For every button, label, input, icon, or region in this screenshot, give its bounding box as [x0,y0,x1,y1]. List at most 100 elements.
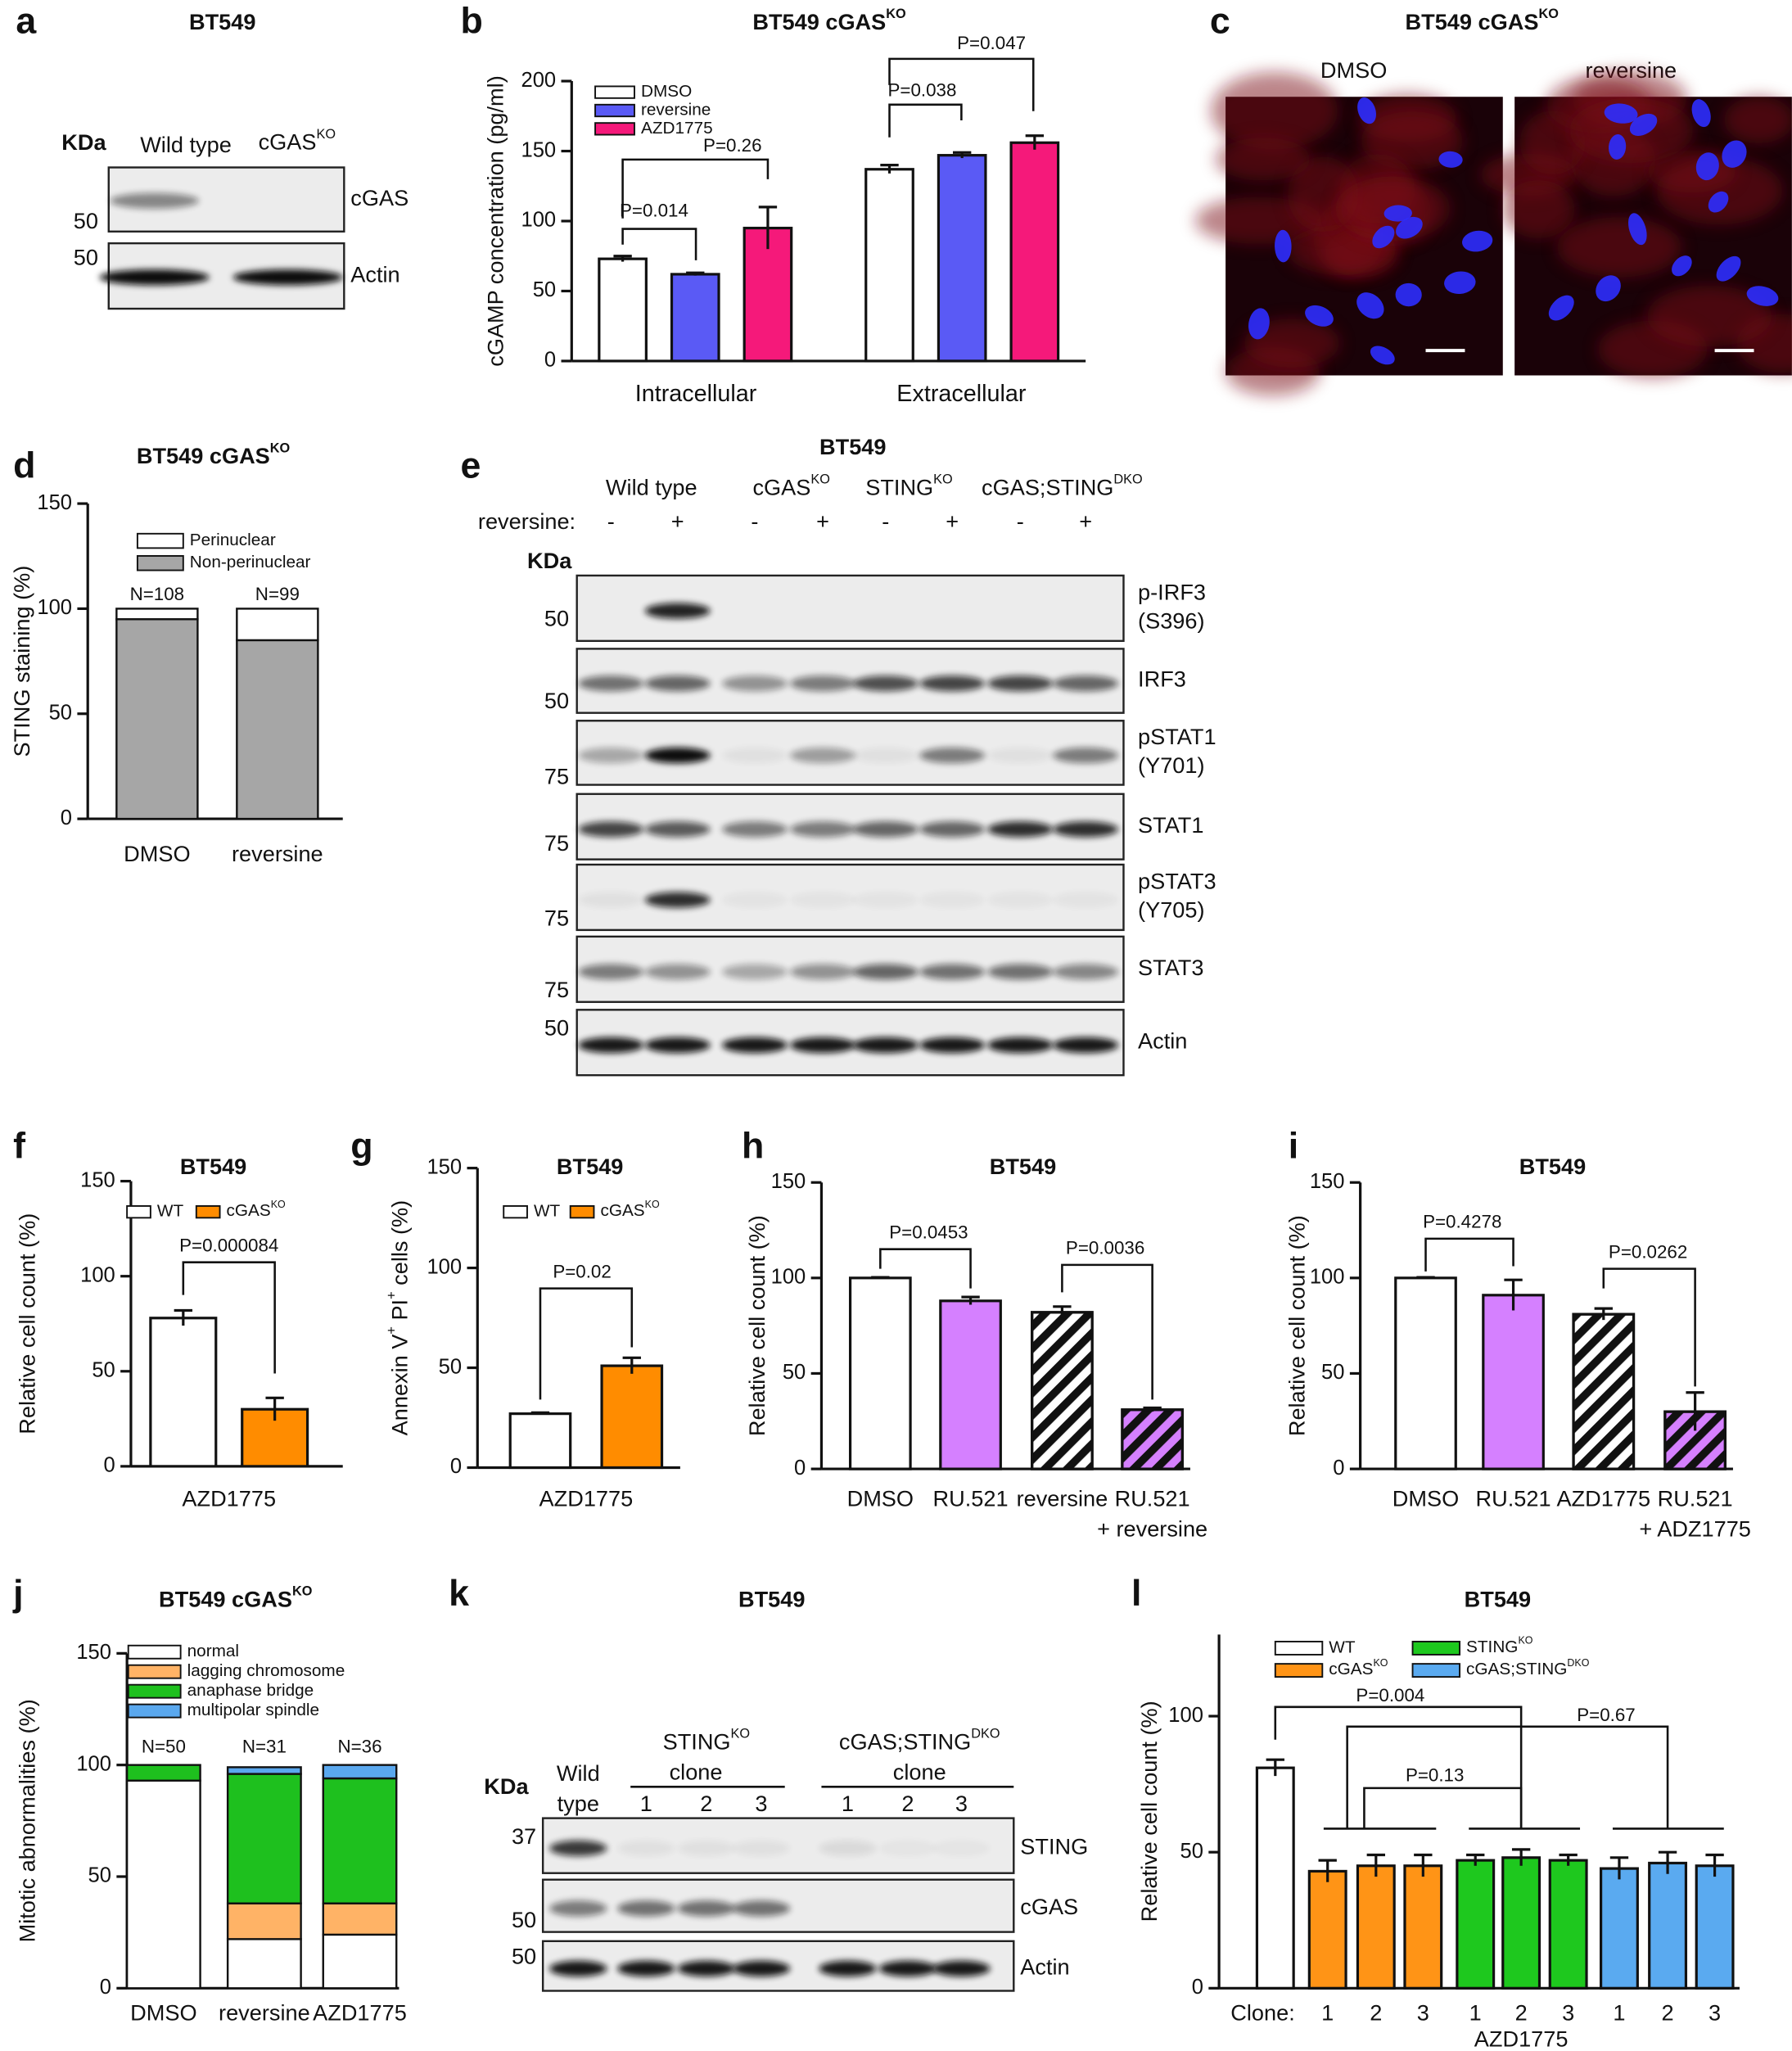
blot-row-label: (S396) [1138,608,1204,634]
band [677,1960,735,1976]
kda-marker: 50 [512,1907,536,1932]
band [987,892,1054,908]
superscript: KO [645,1199,660,1210]
legend-swatch [1411,1641,1461,1656]
band [932,1960,991,1976]
chart-title: BT549 cGASKO [752,7,905,34]
clone-label: 3 [755,1791,767,1816]
legend-swatch [503,1205,528,1219]
text-part: STING [1466,1638,1518,1656]
x-tick-label: RU.521 [933,1486,1009,1511]
text-part: PI [387,1299,413,1326]
legend-swatch [126,1205,151,1219]
band [644,603,711,619]
treatment-sign: - [751,508,758,534]
blot-row-label: cGAS [1020,1894,1078,1919]
x-tick-label: DMSO [847,1486,914,1511]
nucleus [1356,292,1384,319]
bar-segment [322,1902,398,1936]
band [732,1840,791,1856]
legend-label: cGASKO [227,1199,287,1220]
nucleus [1548,295,1574,321]
band [1053,675,1119,692]
band [1053,964,1119,980]
bar-segment [226,1773,302,1904]
legend-label: AZD1775 [641,119,713,138]
legend-swatch [195,1205,221,1219]
x-tick-label: RU.521 [1115,1486,1190,1511]
band [677,1900,735,1917]
y-tick-label: 200 [521,69,557,92]
band [790,1037,855,1054]
clone-label: 1 [842,1791,854,1816]
y-tick-label: 0 [1192,1976,1203,1999]
superscript: + [385,1291,399,1299]
y-tick-label: 0 [104,1454,115,1477]
band [549,1840,607,1856]
image-title: BT549 cGASKO [1406,7,1559,34]
treatment-sign: + [816,508,829,534]
text-part: cGAS;STING [1466,1660,1567,1679]
y-tick-label: 50 [533,278,556,301]
blot-row-label: IRF3 [1138,666,1186,692]
clone-label: 2 [901,1791,914,1816]
y-tick-label: 150 [1310,1170,1345,1193]
panel-letter: c [1210,2,1230,42]
blot-row-label: (Y705) [1138,897,1204,923]
band [852,964,919,980]
treatment-sign: - [607,508,615,534]
annotation: N=31 [242,1736,287,1756]
bar [939,1299,1002,1470]
y-axis-label: Annexin V+ PI+ cells (%) [385,1200,413,1436]
y-tick-label: 50 [783,1361,806,1384]
nucleus [1708,191,1729,213]
bar-hatch [1121,1408,1184,1470]
bar-segment [125,1779,201,1990]
band [919,1037,986,1054]
x-tick-label: 3 [1562,1999,1574,2025]
text-part: STING [663,1729,731,1755]
text-part: cGAS;STING [982,475,1113,500]
legend-swatch [569,1205,595,1219]
bar [1009,141,1060,363]
band [852,675,919,692]
legend-label: Non-perinuclear [190,553,311,571]
bar [600,1364,664,1470]
significance-bracket [1061,1263,1153,1400]
blot-title: BT549 [738,1587,805,1612]
annotation: P=0.014 [620,201,688,221]
y-tick-label: 50 [439,1355,462,1378]
kda-label: KDa [61,129,106,155]
x-tick-label: Extracellular [896,381,1027,407]
blot-strip [576,574,1125,643]
bar [1255,1766,1295,1990]
annotation: P=0.0262 [1609,1241,1687,1262]
blot-row-label: Actin [1138,1028,1187,1053]
lane-label: type [557,1791,599,1816]
blot-row-label: STING [1020,1834,1088,1859]
bar-segment [226,1938,302,1990]
x-tick-label: AZD1775 [1556,1486,1650,1511]
superscript: KO [292,1584,312,1599]
band [578,1037,644,1054]
panel-letter: k [449,1574,469,1614]
y-tick-label: 100 [76,1752,111,1775]
bar [1456,1859,1496,1990]
chart-title: BT549 [180,1154,246,1179]
nucleus [1396,216,1423,239]
x-tick-label: 2 [1370,1999,1382,2025]
band [790,748,855,764]
band [722,821,788,838]
band [722,675,788,692]
group-label: cGAS;STINGDKO [982,472,1143,500]
x-tick-label: AZD1775 [182,1486,276,1511]
y-axis-label: STING staining (%) [9,566,34,757]
bar [1548,1859,1588,1990]
band [722,892,788,908]
superscript: KO [271,1199,286,1210]
micrograph [1480,70,1792,378]
band [1053,892,1119,908]
band [790,821,855,838]
y-axis-label: Relative cell count (%) [744,1215,770,1436]
